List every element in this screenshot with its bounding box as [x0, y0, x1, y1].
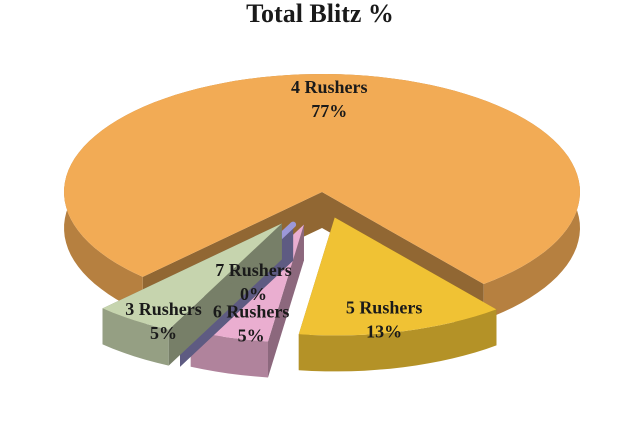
slice-edge — [102, 308, 169, 366]
data-label: 4 Rushers — [291, 77, 368, 97]
data-label: 77% — [311, 101, 347, 121]
slice-top — [298, 217, 497, 336]
data-label: 7 Rushers — [215, 260, 292, 280]
pie-slice — [102, 223, 282, 366]
data-label: 0% — [240, 284, 267, 304]
slice-top — [102, 223, 282, 330]
pie-slice — [298, 217, 497, 372]
data-label: 5% — [238, 326, 265, 346]
data-label: 6 Rushers — [213, 302, 290, 322]
data-label: 5% — [150, 323, 177, 343]
slice-edge — [298, 309, 497, 372]
slice-edge — [64, 74, 581, 320]
chart-title: Total Blitz % — [246, 0, 394, 28]
slice-top — [64, 74, 581, 284]
data-label: 5 Rushers — [346, 297, 423, 317]
slice-edge — [190, 330, 268, 378]
data-label: 3 Rushers — [125, 299, 202, 319]
data-label: 13% — [366, 321, 402, 341]
